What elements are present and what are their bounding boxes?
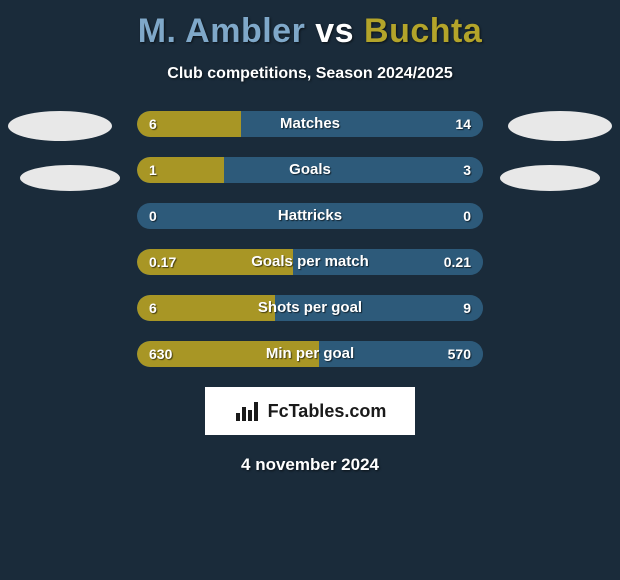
stat-label: Hattricks [137, 203, 483, 229]
player1-club-placeholder [20, 165, 120, 191]
player1-name: M. Ambler [138, 12, 306, 50]
stat-bar: 13Goals [137, 157, 483, 183]
stat-label: Matches [137, 111, 483, 137]
vs-text: vs [315, 12, 354, 50]
bars-icon [234, 399, 262, 423]
stat-bar: 614Matches [137, 111, 483, 137]
stat-bars: 614Matches 13Goals 00Hattricks 0.170.21Goal… [137, 111, 483, 367]
stat-label: Goals per match [137, 249, 483, 275]
player2-avatar-placeholder [508, 111, 612, 141]
stat-bar: 69Shots per goal [137, 295, 483, 321]
stat-label: Min per goal [137, 341, 483, 367]
stat-bar: 00Hattricks [137, 203, 483, 229]
player2-club-placeholder [500, 165, 600, 191]
stat-bar: 630570Min per goal [137, 341, 483, 367]
subtitle: Club competitions, Season 2024/2025 [0, 65, 620, 83]
stat-label: Shots per goal [137, 295, 483, 321]
stat-bar: 0.170.21Goals per match [137, 249, 483, 275]
fctables-logo: FcTables.com [205, 387, 415, 435]
logo-text: FcTables.com [268, 401, 387, 422]
stats-section: 614Matches 13Goals 00Hattricks 0.170.21Goal… [0, 111, 620, 367]
player2-name: Buchta [364, 12, 482, 50]
comparison-title: M. Ambler vs Buchta [0, 0, 620, 51]
date-text: 4 november 2024 [0, 455, 620, 475]
stat-label: Goals [137, 157, 483, 183]
player1-avatar-placeholder [8, 111, 112, 141]
